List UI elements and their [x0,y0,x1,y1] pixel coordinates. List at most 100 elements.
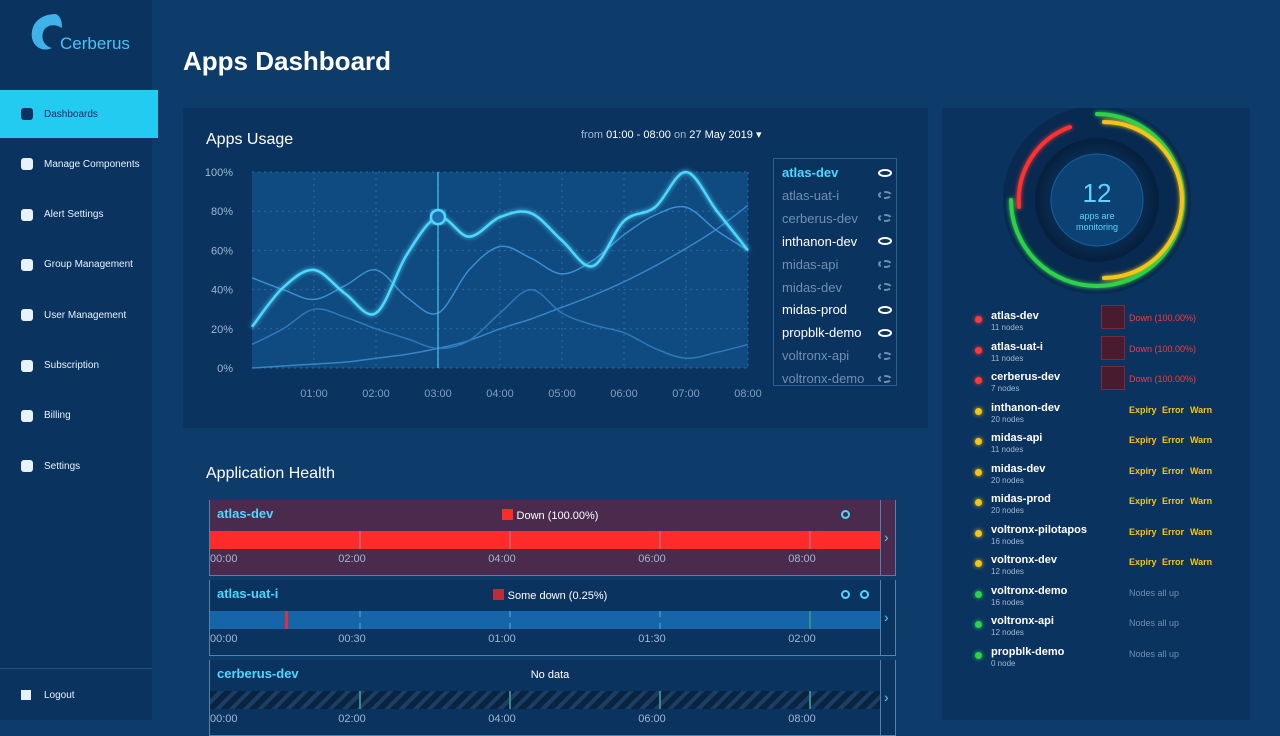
app-name: midas-prod [991,493,1051,505]
status-label: Some down (0.25%) [507,590,608,602]
nav-item[interactable]: Group Management [0,241,158,289]
app-name: voltronx-demo [991,584,1068,597]
x-tick-label: 01:00 [300,388,328,400]
status-note: Nodes all up [1129,587,1180,598]
timeline-label: 06:00 [638,713,666,725]
date-picker[interactable]: 27 May 2019 [689,129,753,141]
legend-item[interactable]: inthanon-dev [782,230,892,253]
status-tag: Error [1162,404,1185,415]
timeline-tick [509,691,511,709]
app-name: atlas-dev [217,506,274,521]
expand-strip[interactable]: › [880,580,896,655]
legend-item[interactable]: voltronx-demo [782,367,892,390]
node-count: 11 nodes [991,323,1024,332]
cursor-point [429,208,447,226]
timeline-label: 00:00 [210,633,238,645]
visibility-icon [878,168,892,177]
timeline-tick [359,531,361,549]
visibility-icon [878,305,892,314]
app-status: atlas-uat-i 11 nodes Down (100.00%) [942,335,1242,369]
legend-item[interactable]: propblk-demo [782,321,892,344]
nav-label: Manage Components [44,158,140,170]
expand-strip[interactable]: › [880,500,896,575]
timeline-label: 01:30 [638,633,666,645]
nav-item[interactable]: Subscription [0,342,158,390]
nav-item[interactable]: Alert Settings [0,191,158,239]
series-line [251,170,749,328]
status-tag: Expiry [1129,435,1157,445]
x-tick-label: 03:00 [424,388,452,400]
page-title: Apps Dashboard [183,46,392,76]
node-count: 0 node [991,658,1016,668]
visibility-icon [878,283,892,291]
nav-item[interactable]: Billing [0,392,158,440]
node-count: 7 nodes [991,384,1020,393]
app-status: voltronx-dev 12 nodes Expiry Error Warn [942,552,1242,582]
nav-item[interactable]: User Management [0,291,158,339]
alert-label: Down (100.00%) [1129,343,1197,354]
timeline-label: 01:00 [488,633,516,645]
legend: atlas-dev atlas-uat-i cerberus-dev inthanon… [773,158,897,386]
legend-item[interactable]: midas-dev [782,276,892,299]
nav-item[interactable]: Manage Components [0,140,158,188]
range-on: on [673,129,687,141]
status-dot [975,407,982,415]
legend-label: inthanon-dev [782,233,858,249]
nav-icon [21,208,33,221]
status-note: Nodes all up [1129,648,1180,659]
status-tag: Expiry [1129,526,1157,537]
nav-item[interactable]: Dashboards [0,90,158,138]
nav-icon [21,158,33,171]
legend-item[interactable]: voltronx-api [782,344,892,367]
expand-strip[interactable]: › [880,660,896,735]
zoom-icon[interactable] [841,590,850,599]
app-status: inthanon-dev 20 nodes Expiry Error Warn [942,400,1242,430]
timeline-label: 08:00 [788,553,816,565]
y-tick-label: 60% [211,245,233,257]
app-name: atlas-uat-i [217,586,279,601]
y-tick-label: 20% [211,324,233,336]
brand-name: Cerberus [60,34,130,53]
nav-label: Settings [44,460,81,472]
logout[interactable]: Logout [0,671,158,719]
legend-label: midas-prod [782,302,848,318]
x-tick-label: 07:00 [672,388,700,400]
legend-item[interactable]: atlas-uat-i [782,184,892,207]
timeline-bar [210,691,880,709]
health-title: Application Health [206,465,335,482]
status-dot [975,590,982,598]
timeline-label: 00:00 [210,713,238,725]
legend-item[interactable]: cerberus-dev [782,207,892,230]
status-swatch [492,589,504,600]
status-label: Down (100.00%) [516,510,599,522]
legend-item[interactable]: midas-prod [782,298,892,321]
legend-item[interactable]: atlas-dev [782,161,892,184]
visibility-icon [878,351,892,360]
status: No data [210,669,890,681]
legend-item[interactable]: midas-api [782,253,892,276]
status-tag: Warn [1190,496,1213,506]
status-tag: Warn [1190,404,1213,415]
app-status: midas-prod 20 nodes Expiry Error Warn [942,491,1242,521]
legend-label: cerberus-dev [782,210,858,226]
timeline-label: 00:30 [338,633,366,645]
timeline-tick [509,531,511,549]
nav-label: User Management [44,309,127,321]
zoom-icon[interactable] [860,590,869,599]
nav-icon [21,108,33,120]
timeline-tick [509,611,511,629]
nav-item[interactable]: Settings [0,442,158,490]
node-count: 11 nodes [991,353,1024,363]
y-tick-label: 80% [211,206,233,218]
app-name: propblk-demo [991,645,1065,658]
zoom-icon[interactable] [841,510,850,519]
timeline-label: 04:00 [488,553,516,565]
nav-label: Subscription [44,360,100,371]
sidebar: Cerberus Dashboards Manage Components Aler… [0,0,158,720]
legend-label: voltronx-demo [782,371,865,387]
node-count: 12 nodes [991,567,1024,576]
brand-logo [31,14,62,50]
timeline-bar [210,611,880,629]
series-line [251,288,749,359]
node-count: 20 nodes [991,506,1024,515]
